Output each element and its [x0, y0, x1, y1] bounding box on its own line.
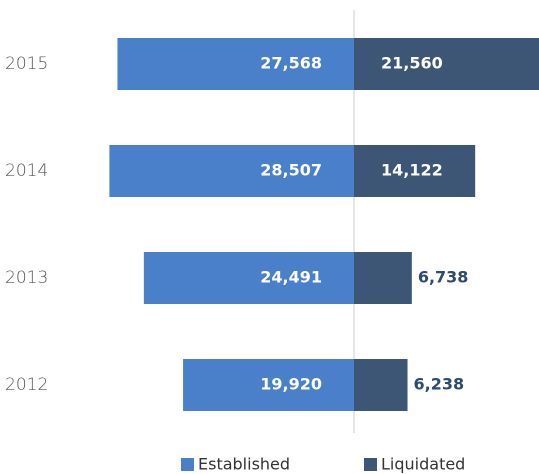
bar: [183, 359, 354, 411]
y-tick-label: 2012: [5, 375, 48, 395]
y-tick-label: 2014: [5, 161, 48, 181]
bar: [117, 38, 355, 90]
data-label: 27,568: [260, 54, 322, 73]
legend-swatch: [364, 458, 377, 471]
data-label: 21,560: [381, 54, 443, 73]
data-label: 28,507: [260, 161, 322, 180]
data-label: 24,491: [260, 268, 322, 287]
data-label: 19,920: [260, 375, 322, 394]
legend-label: Liquidated: [381, 455, 465, 474]
legend-swatch: [181, 458, 194, 471]
legend-label: Established: [198, 455, 290, 474]
bar: [354, 252, 412, 304]
bar: [109, 145, 355, 197]
y-tick-label: 2015: [5, 54, 48, 74]
bar: [354, 38, 539, 90]
y-tick-label: 2013: [5, 268, 48, 288]
data-label: 14,122: [381, 161, 443, 180]
data-label: 6,738: [418, 268, 469, 287]
bar: [143, 252, 354, 304]
data-label: 6,238: [414, 375, 465, 394]
bar: [354, 359, 408, 411]
bar: [354, 145, 476, 197]
